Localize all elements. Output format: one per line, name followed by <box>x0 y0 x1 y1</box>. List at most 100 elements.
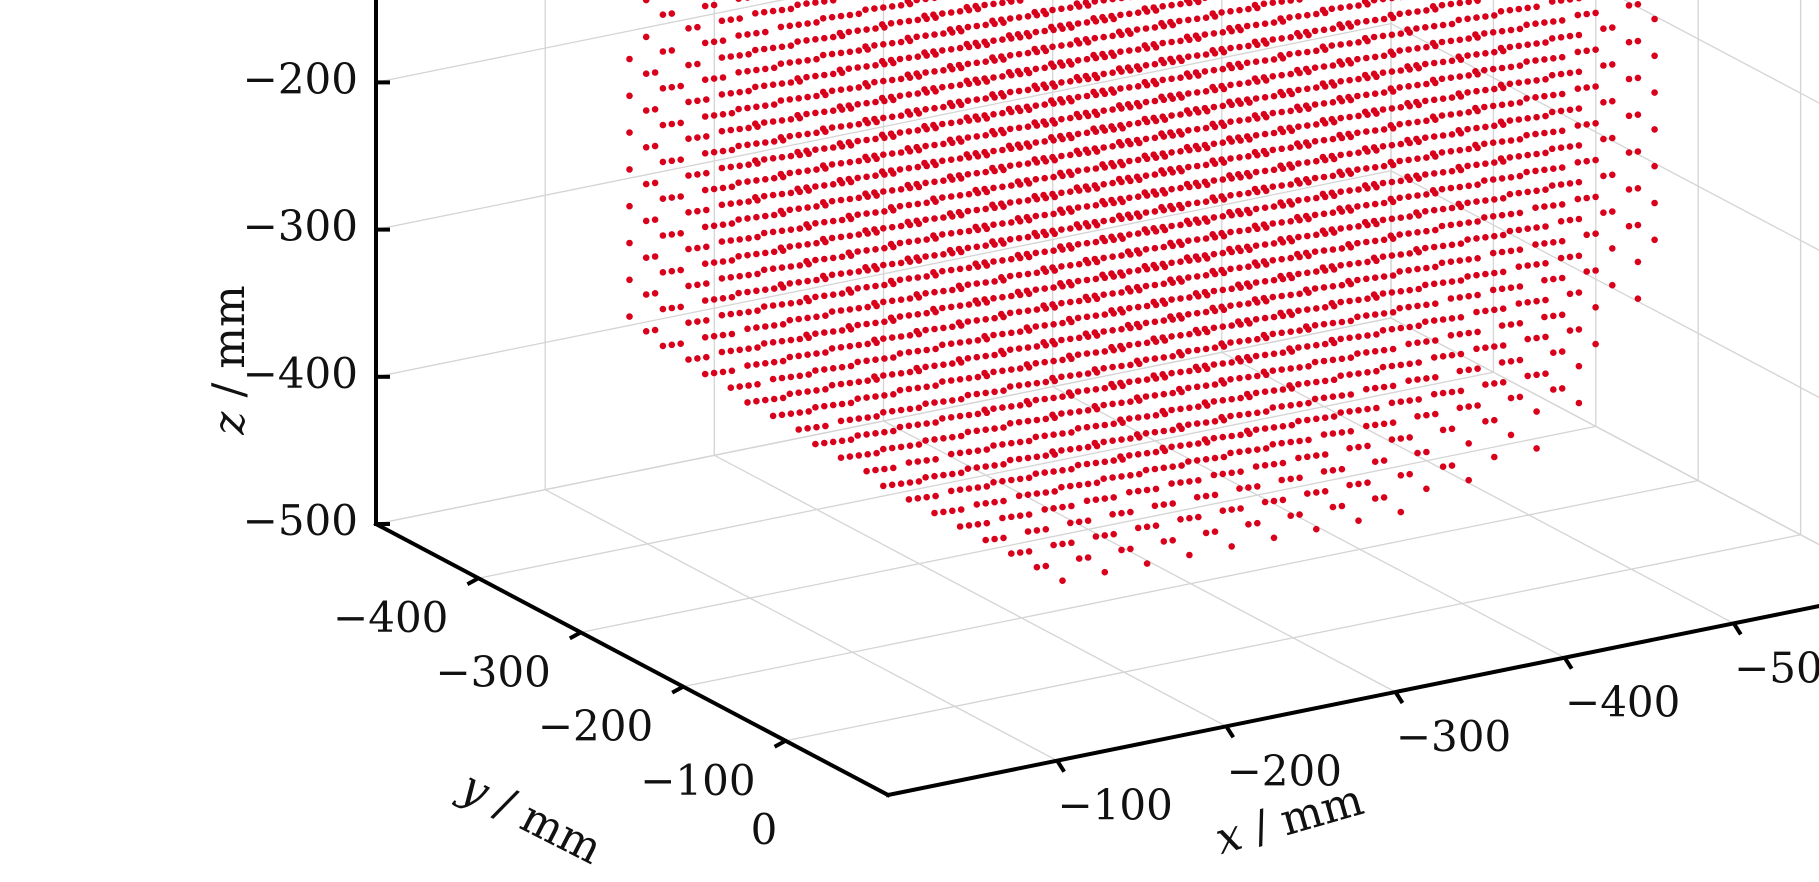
data-point <box>1193 236 1201 243</box>
data-point <box>1050 431 1057 439</box>
data-point <box>1143 560 1151 567</box>
data-point <box>1329 62 1337 69</box>
data-point <box>1456 110 1464 117</box>
data-point <box>769 412 777 420</box>
data-point <box>1548 182 1556 189</box>
data-point <box>1533 445 1540 452</box>
data-point <box>1380 310 1388 317</box>
data-point <box>1050 26 1057 34</box>
data-point <box>1447 221 1455 229</box>
data-point <box>1465 403 1472 410</box>
data-point <box>1516 393 1524 401</box>
data-point <box>922 0 929 3</box>
data-point <box>1126 415 1133 422</box>
data-point <box>1566 106 1574 114</box>
data-point <box>906 295 914 302</box>
data-point <box>864 230 871 237</box>
data-point <box>1202 124 1210 132</box>
data-point <box>812 440 819 448</box>
data-point <box>1093 221 1101 229</box>
data-point <box>838 69 846 77</box>
data-point <box>735 252 742 260</box>
data-point <box>905 422 913 430</box>
data-point <box>1634 1 1642 8</box>
data-point <box>890 354 897 361</box>
data-point <box>1380 15 1388 23</box>
data-point <box>1405 303 1412 311</box>
data-point <box>949 29 956 36</box>
data-point <box>983 299 991 306</box>
data-point <box>1075 113 1083 121</box>
data-point <box>1186 478 1193 485</box>
data-point <box>1168 222 1175 230</box>
data-point <box>863 173 870 181</box>
data-point <box>1506 117 1514 124</box>
data-point <box>973 133 981 140</box>
data-point <box>940 251 947 258</box>
data-point <box>1373 404 1380 412</box>
grid-line <box>478 371 1494 579</box>
data-point <box>923 15 930 23</box>
data-point <box>1574 122 1582 129</box>
data-point <box>1295 123 1302 130</box>
data-point <box>1092 54 1100 62</box>
data-point <box>1296 180 1303 187</box>
data-point <box>896 202 904 210</box>
data-point <box>1000 424 1007 431</box>
data-point <box>1498 248 1506 256</box>
data-point <box>1364 442 1371 450</box>
data-point <box>1498 27 1506 35</box>
data-point <box>1142 135 1150 143</box>
data-point <box>1406 323 1413 331</box>
data-point <box>1110 457 1117 464</box>
data-point <box>947 230 955 237</box>
data-point <box>1178 278 1185 285</box>
data-point <box>1227 118 1234 125</box>
data-point <box>821 439 828 447</box>
data-point <box>1084 480 1092 488</box>
data-point <box>1134 487 1142 495</box>
data-point <box>718 127 726 135</box>
data-point <box>1422 281 1429 289</box>
data-point <box>1084 2 1092 9</box>
data-point <box>1550 91 1557 99</box>
data-point <box>813 423 820 431</box>
data-point <box>982 389 989 397</box>
data-point <box>701 370 709 378</box>
data-point <box>1625 149 1633 156</box>
data-point <box>1118 68 1125 75</box>
data-point <box>983 335 991 343</box>
data-point <box>1296 143 1303 150</box>
data-point <box>1074 425 1082 432</box>
data-point <box>1151 465 1159 473</box>
data-point <box>1050 394 1057 402</box>
data-point <box>1058 5 1065 13</box>
data-point <box>1210 250 1218 258</box>
data-point <box>1321 193 1329 201</box>
data-point <box>778 227 786 235</box>
data-point <box>1119 235 1126 242</box>
data-point <box>1006 162 1014 169</box>
data-point <box>1016 291 1024 299</box>
data-point <box>854 432 861 439</box>
data-point <box>1068 24 1075 31</box>
data-point <box>1083 350 1091 357</box>
data-point <box>1025 548 1033 555</box>
data-point <box>1574 85 1582 92</box>
data-point <box>1100 0 1107 4</box>
data-point <box>1389 382 1397 390</box>
data-point <box>982 205 989 213</box>
data-point <box>1041 174 1048 182</box>
data-point <box>1159 3 1166 10</box>
data-point <box>1550 128 1557 136</box>
data-point <box>701 297 709 304</box>
data-point <box>1405 119 1412 127</box>
data-point <box>888 39 896 47</box>
data-point <box>939 378 946 385</box>
data-point <box>1447 295 1455 302</box>
data-point <box>872 246 879 253</box>
data-point <box>1432 300 1439 308</box>
data-point <box>939 267 946 275</box>
data-point <box>779 284 787 291</box>
data-point <box>1321 120 1329 127</box>
